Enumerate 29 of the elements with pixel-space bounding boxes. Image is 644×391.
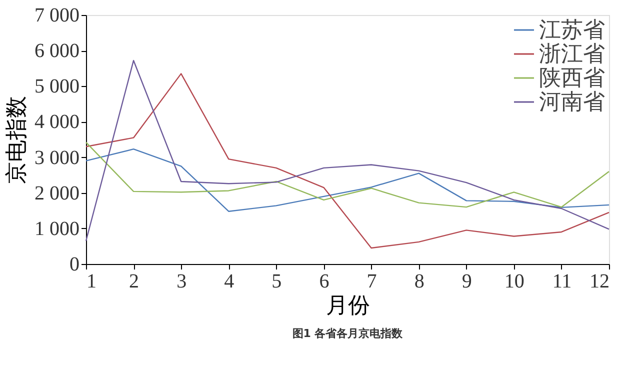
x-tick-label: 9 (462, 270, 472, 292)
y-tick-label: 1 000 (34, 218, 80, 240)
text: 图1 各省各月京电指数 (292, 327, 404, 340)
y-tick-label: 4 000 (34, 111, 80, 134)
x-axis-title: 月份 (326, 292, 370, 318)
x-tick-label: 10 (504, 270, 524, 292)
y-tick-label: 2 000 (34, 182, 80, 204)
x-tick-label: 2 (129, 270, 140, 292)
y-tick-label: 7 000 (34, 4, 80, 26)
y-tick-label: 0 (70, 254, 80, 276)
y-tick-label: 5 000 (34, 76, 80, 98)
x-tick-label: 4 (224, 270, 234, 292)
x-tick-label: 1 (86, 270, 96, 292)
x-tick-label: 7 (366, 270, 377, 292)
legend-label: 浙江省 (539, 41, 605, 66)
legend-label: 江苏省 (539, 17, 605, 42)
y-axis-title: 京电指数 (4, 96, 28, 184)
y-tick-label: 6 000 (34, 40, 80, 62)
x-tick-label: 6 (319, 270, 330, 292)
x-tick-label: 3 (176, 270, 187, 292)
x-tick-label: 12 (590, 270, 610, 292)
x-tick-label: 8 (414, 270, 424, 292)
x-tick-label: 5 (272, 270, 282, 292)
legend-label: 陕西省 (539, 65, 605, 90)
x-tick-label: 11 (552, 270, 572, 292)
y-tick-label: 3 000 (34, 146, 80, 169)
line-series (85, 148, 610, 212)
line-series (85, 142, 610, 208)
legend-label: 河南省 (539, 89, 605, 114)
